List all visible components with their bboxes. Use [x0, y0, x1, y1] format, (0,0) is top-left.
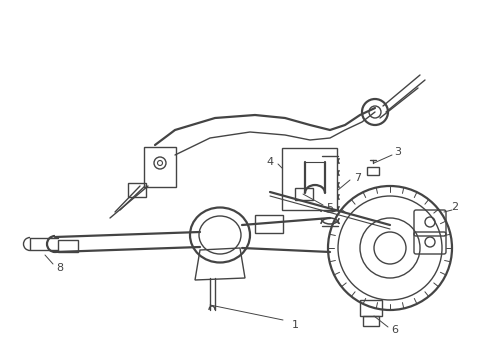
Text: 4: 4	[266, 157, 273, 167]
Bar	[282, 148, 336, 210]
Bar	[128, 183, 146, 197]
Bar	[362, 316, 378, 326]
Text: 3: 3	[394, 147, 401, 157]
Bar	[366, 167, 378, 175]
Text: 7: 7	[354, 173, 361, 183]
Text: 6: 6	[391, 325, 398, 335]
Bar	[359, 300, 381, 316]
Bar	[58, 240, 78, 252]
Text: 2: 2	[450, 202, 458, 212]
Bar	[254, 215, 283, 233]
Bar	[294, 188, 312, 200]
Text: 1: 1	[291, 320, 298, 330]
Text: 8: 8	[56, 263, 63, 273]
Text: 5: 5	[326, 203, 333, 213]
